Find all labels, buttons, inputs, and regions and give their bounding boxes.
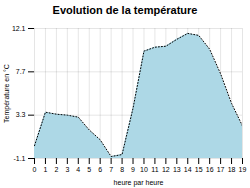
svg-text:17: 17 xyxy=(217,166,225,173)
svg-text:3: 3 xyxy=(65,166,69,173)
svg-text:7: 7 xyxy=(109,166,113,173)
svg-text:0: 0 xyxy=(33,166,37,173)
svg-text:16: 16 xyxy=(206,166,214,173)
svg-text:Température en °C: Température en °C xyxy=(3,64,11,123)
svg-text:3.3: 3.3 xyxy=(16,111,26,118)
svg-text:5: 5 xyxy=(87,166,91,173)
svg-text:12.1: 12.1 xyxy=(12,25,26,32)
svg-text:10: 10 xyxy=(140,166,148,173)
svg-text:9: 9 xyxy=(131,166,135,173)
svg-text:12: 12 xyxy=(162,166,170,173)
svg-text:heure par heure: heure par heure xyxy=(114,179,164,187)
svg-text:19: 19 xyxy=(239,166,247,173)
svg-text:4: 4 xyxy=(76,166,80,173)
svg-text:1: 1 xyxy=(43,166,47,173)
svg-text:7.7: 7.7 xyxy=(16,68,26,75)
svg-text:-1.1: -1.1 xyxy=(13,155,25,162)
svg-text:11: 11 xyxy=(151,166,158,173)
svg-text:2: 2 xyxy=(54,166,58,173)
html-text:Evolution de la température: Evolution de la température xyxy=(52,4,198,16)
svg-text:14: 14 xyxy=(184,166,192,173)
svg-text:8: 8 xyxy=(120,166,124,173)
svg-text:15: 15 xyxy=(195,166,203,173)
svg-text:13: 13 xyxy=(173,166,181,173)
svg-text:18: 18 xyxy=(228,166,236,173)
svg-text:6: 6 xyxy=(98,166,102,173)
